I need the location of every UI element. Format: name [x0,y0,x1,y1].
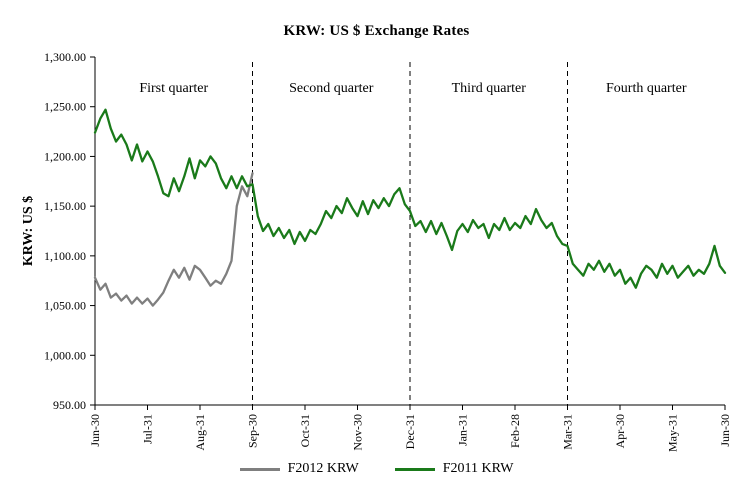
x-tick-label: Jul-31 [141,414,155,444]
legend-item-f2011: F2011 KRW [394,461,514,477]
x-tick-label: Nov-30 [351,414,365,451]
y-tick-label: 1,050.00 [44,299,86,313]
y-tick-label: 1,000.00 [44,348,86,362]
y-tick-label: 1,100.00 [44,249,86,263]
series-line-f2011-krw [93,108,727,289]
y-tick-label: 950.00 [53,398,86,412]
y-axis-title: KRW: US $ [21,196,36,266]
x-tick-label: Dec-31 [403,414,417,449]
x-tick-label: Feb-28 [508,414,522,448]
chart-title: KRW: US $ Exchange Rates [283,23,470,39]
y-tick-label: 1,250.00 [44,100,86,114]
x-tick-label: Jun-30 [88,414,102,447]
quarter-label-4: Fourth quarter [606,81,687,96]
x-tick-label: Aug-31 [193,414,207,451]
quarter-label-1: First quarter [139,81,208,96]
legend-item-f2012: F2012 KRW [239,461,359,477]
x-tick-label: May-31 [666,414,680,452]
legend-label-f2012: F2012 KRW [287,461,359,476]
y-tick-label: 1,300.00 [44,50,86,64]
x-tick-label: Jan-31 [456,414,470,446]
x-tick-label: Apr-30 [613,414,627,448]
legend-line-sample-f2011 [394,467,435,471]
x-tick-label: Mar-31 [561,414,575,450]
x-tick-label: Sep-30 [246,414,260,448]
legend-label-f2011: F2011 KRW [442,461,514,476]
series-line-f2012-krw [93,172,254,307]
quarter-label-2: Second quarter [289,81,374,96]
legend-line-sample-f2012 [239,467,280,471]
y-tick-label: 1,200.00 [44,149,86,163]
x-tick-label: Jun-30 [718,414,732,447]
y-tick-label: 1,150.00 [44,199,86,213]
x-tick-label: Oct-31 [298,414,312,447]
legend: F2012 KRW F2011 KRW [0,461,753,477]
quarter-label-3: Third quarter [452,81,527,96]
